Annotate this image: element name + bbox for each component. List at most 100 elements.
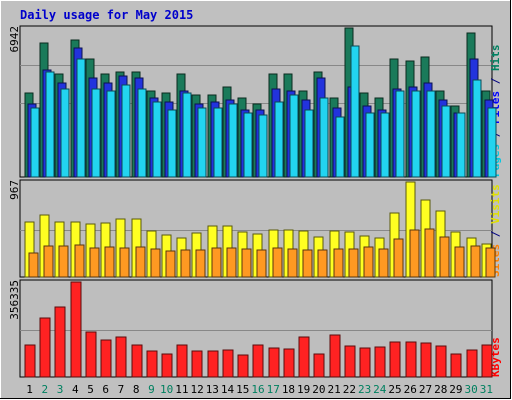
x-tick-label: 29	[449, 383, 462, 396]
x-tick-label: 15	[236, 383, 249, 396]
bar-pages	[121, 84, 131, 178]
bar-kbytes	[39, 317, 51, 378]
bar-pages	[228, 103, 238, 178]
bar-kbytes	[54, 306, 66, 378]
bar-kbytes	[70, 281, 82, 378]
bar-pages	[137, 88, 147, 178]
bar-pages	[487, 107, 497, 178]
bar-sites	[28, 252, 39, 278]
x-tick-label: 7	[118, 383, 125, 396]
bar-sites	[241, 248, 252, 278]
bar-kbytes	[24, 344, 36, 378]
bar-kbytes	[374, 346, 386, 378]
bar-kbytes	[115, 336, 127, 378]
bar-sites	[256, 249, 267, 278]
bar-kbytes	[405, 341, 417, 378]
bar-pages	[365, 112, 375, 178]
bar-sites	[317, 249, 328, 278]
bar-kbytes	[435, 345, 447, 378]
x-tick-label: 23	[358, 383, 371, 396]
bar-kbytes	[466, 349, 478, 378]
bar-pages	[152, 101, 162, 178]
bar-sites	[195, 249, 206, 278]
bar-pages	[350, 45, 360, 178]
chart-title: Daily usage for May 2015	[20, 8, 193, 22]
x-axis-labels: 1 2 3 4 5 6 7 8 9 10 11 12 13 14 15 16 17 18 19 20 21 22 23 24 2…	[26, 383, 493, 396]
bar-sites	[333, 248, 344, 278]
panel-hits-files-pages: 6942Pages / Files / Hits	[8, 25, 502, 178]
bar-sites	[89, 247, 100, 278]
bar-sites	[454, 246, 465, 278]
bar-pages	[106, 90, 116, 178]
bar-pages	[411, 90, 421, 178]
x-tick-label: 14	[221, 383, 235, 396]
bar-kbytes	[359, 347, 371, 378]
x-tick-label: 2	[42, 383, 49, 396]
bar-kbytes	[344, 345, 356, 378]
bar-sites	[363, 246, 374, 278]
bar-kbytes	[207, 350, 219, 378]
bar-pages	[45, 71, 55, 178]
bar-pages	[258, 114, 268, 178]
bar-pages	[335, 116, 345, 178]
x-tick-label: 21	[328, 383, 341, 396]
x-tick-label: 4	[72, 383, 79, 396]
bar-sites	[165, 250, 176, 278]
bar-kbytes	[85, 331, 97, 378]
bar-pages	[289, 94, 299, 178]
x-tick-label: 17	[267, 383, 280, 396]
x-tick-label: 25	[388, 383, 401, 396]
x-tick-label: 10	[160, 383, 173, 396]
bar-sites	[58, 245, 69, 278]
bar-kbytes	[389, 341, 401, 378]
x-tick-label: 5	[87, 383, 94, 396]
bar-sites	[302, 249, 313, 278]
x-tick-label: 22	[343, 383, 356, 396]
bar-kbytes	[420, 342, 432, 378]
bar-sites	[43, 245, 54, 278]
bar-kbytes	[268, 347, 280, 378]
legend-label-part: /	[489, 71, 502, 91]
x-tick-label: 3	[57, 383, 64, 396]
bar-sites	[150, 248, 161, 278]
panel-visits-sites: 967Sites / Visits	[8, 179, 502, 278]
bar-kbytes	[131, 344, 143, 378]
legend-label-part: /	[489, 224, 502, 244]
bar-sites	[135, 246, 146, 278]
bar-sites	[470, 245, 481, 278]
bar-sites	[409, 229, 420, 278]
bar-kbytes	[313, 353, 325, 378]
bar-pages	[76, 58, 86, 178]
bar-kbytes	[481, 344, 493, 378]
bar-pages	[456, 112, 466, 178]
x-tick-label: 24	[373, 383, 387, 396]
bar-sites	[272, 247, 283, 278]
bar-kbytes	[176, 344, 188, 378]
bar-sites	[439, 236, 450, 278]
panel-max-label: 6942	[8, 26, 21, 53]
bar-pages	[197, 107, 207, 178]
bar-sites	[393, 238, 404, 278]
x-tick-label: 28	[434, 383, 447, 396]
bar-kbytes	[283, 348, 295, 378]
bar-kbytes	[252, 344, 264, 378]
bar-pages	[30, 107, 40, 178]
bar-kbytes	[161, 353, 173, 378]
bar-pages	[380, 112, 390, 178]
x-tick-label: 18	[282, 383, 295, 396]
bar-kbytes	[450, 353, 462, 378]
series-sites	[28, 228, 496, 278]
bar-pages	[319, 97, 329, 178]
bar-sites	[74, 244, 85, 278]
panel-max-label: 356335	[8, 280, 21, 320]
x-tick-label: 16	[251, 383, 264, 396]
bar-pages	[395, 90, 405, 178]
bar-pages	[167, 109, 177, 178]
bar-pages	[60, 88, 70, 178]
series-kbytes	[24, 281, 493, 378]
bar-pages	[426, 90, 436, 178]
series-pages	[30, 45, 497, 178]
bar-pages	[243, 112, 253, 178]
